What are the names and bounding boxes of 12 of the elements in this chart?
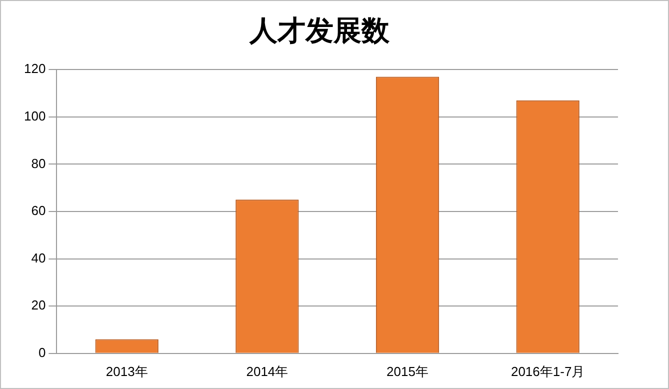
y-tick-label: 20 — [31, 298, 46, 313]
chart-title: 人才发展数 — [248, 14, 390, 48]
x-tick-label: 2016年1-7月 — [510, 364, 585, 379]
y-tick-label: 100 — [24, 108, 46, 124]
y-tick-label: 60 — [31, 203, 46, 218]
y-tick-label: 0 — [38, 344, 46, 360]
y-tick-label: 80 — [31, 156, 46, 171]
y-tick-label: 120 — [24, 61, 46, 76]
x-tick-label: 2015年 — [386, 364, 428, 379]
x-tick-label: 2014年 — [246, 364, 288, 379]
y-tick-label: 40 — [31, 250, 46, 266]
x-tick-label: 2013年 — [106, 364, 148, 379]
